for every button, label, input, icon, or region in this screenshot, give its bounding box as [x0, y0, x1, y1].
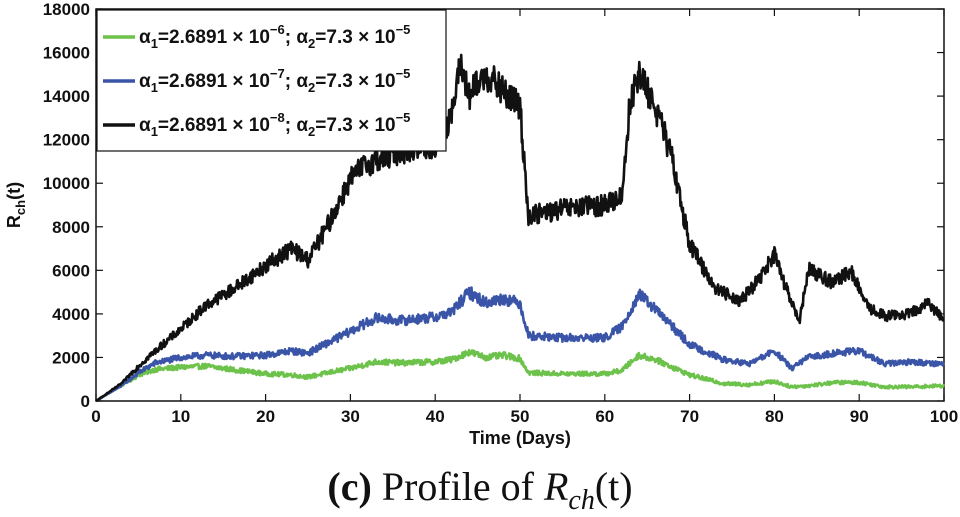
x-tick-label: 0: [91, 407, 100, 426]
x-tick-label: 60: [595, 407, 614, 426]
y-tick-label: 10000: [43, 174, 90, 193]
caption-math-tail: (t): [595, 464, 633, 509]
series-layer: [95, 53, 945, 403]
y-tick-label: 8000: [52, 218, 90, 237]
legend-entry-series-3: α1=2.6891 × 10−8; α2=7.3 × 10−5: [139, 110, 410, 139]
ticks-layer: 0 10 20 30 40 50 60 70 80 90 100 0 2000 4000 6000 8000 1…: [43, 0, 958, 426]
y-tick-label: 14000: [43, 87, 90, 106]
x-tick-label: 70: [680, 407, 699, 426]
caption-text: Profile of: [372, 464, 544, 509]
y-axis-label: Rch(t): [4, 182, 28, 228]
x-tick-label: 40: [426, 407, 445, 426]
y-axis-label-sub: ch: [13, 200, 28, 215]
series-line-3: [95, 53, 945, 403]
y-tick-label: 2000: [52, 348, 90, 367]
y-tick-label: 4000: [52, 305, 90, 324]
y-tick-label: 0: [81, 392, 90, 411]
y-tick-label: 16000: [43, 44, 90, 63]
x-tick-label: 100: [930, 407, 958, 426]
figure-caption: (c) Profile of Rch(t): [327, 464, 632, 516]
x-tick-label: 20: [256, 407, 275, 426]
legend-entry-series-1: α1=2.6891 × 10−6; α2=7.3 × 10−5: [139, 22, 410, 51]
series-line-1: [95, 348, 945, 403]
y-axis-label-main: R: [4, 215, 24, 228]
x-tick-label: 10: [171, 407, 190, 426]
legend-box: [96, 9, 447, 152]
legend-entry-series-2: α1=2.6891 × 10−7; α2=7.3 × 10−5: [139, 66, 410, 95]
y-tick-label: 12000: [43, 131, 90, 150]
caption-math-main: R: [543, 464, 568, 509]
series-line-2: [95, 286, 945, 403]
caption-label: (c): [327, 464, 371, 509]
y-tick-label: 18000: [43, 0, 90, 19]
x-tick-label: 80: [765, 407, 784, 426]
x-tick-label: 90: [850, 407, 869, 426]
x-axis-label: Time (Days): [469, 428, 571, 448]
x-tick-label: 50: [511, 407, 530, 426]
y-tick-label: 6000: [52, 261, 90, 280]
x-tick-label: 30: [341, 407, 360, 426]
y-axis-label-tail: (t): [4, 182, 24, 200]
caption-math-sub: ch: [568, 485, 594, 516]
legend: α1=2.6891 × 10−6; α2=7.3 × 10−5 α1=2.689…: [96, 9, 447, 152]
